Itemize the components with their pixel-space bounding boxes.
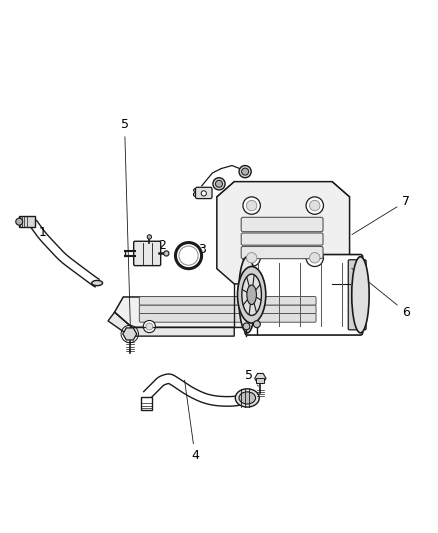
- Circle shape: [16, 218, 23, 225]
- FancyBboxPatch shape: [139, 296, 316, 305]
- Bar: [141, 397, 152, 410]
- Circle shape: [306, 249, 323, 266]
- FancyBboxPatch shape: [241, 233, 323, 245]
- Text: 5: 5: [120, 118, 131, 334]
- Circle shape: [201, 191, 206, 196]
- Text: 5: 5: [244, 369, 258, 386]
- Circle shape: [243, 197, 260, 214]
- Circle shape: [247, 253, 257, 263]
- Circle shape: [243, 249, 260, 266]
- Ellipse shape: [239, 257, 256, 333]
- FancyBboxPatch shape: [241, 217, 323, 232]
- FancyBboxPatch shape: [348, 260, 366, 330]
- Ellipse shape: [352, 257, 369, 333]
- Polygon shape: [108, 312, 234, 336]
- Ellipse shape: [237, 266, 266, 323]
- FancyBboxPatch shape: [195, 187, 212, 199]
- Text: 6: 6: [352, 268, 410, 319]
- Circle shape: [310, 200, 320, 211]
- Circle shape: [247, 200, 257, 211]
- Circle shape: [164, 251, 169, 256]
- Circle shape: [143, 320, 155, 333]
- Text: 4: 4: [184, 380, 199, 462]
- Circle shape: [179, 246, 198, 265]
- Ellipse shape: [247, 285, 256, 304]
- Circle shape: [147, 235, 152, 239]
- Ellipse shape: [239, 392, 255, 404]
- Text: 1: 1: [33, 226, 47, 239]
- Ellipse shape: [235, 389, 259, 407]
- Text: 7: 7: [352, 195, 410, 235]
- Circle shape: [146, 323, 153, 330]
- FancyBboxPatch shape: [134, 241, 161, 265]
- Ellipse shape: [92, 280, 102, 286]
- Text: 8: 8: [191, 187, 204, 200]
- Ellipse shape: [242, 274, 261, 316]
- Circle shape: [213, 177, 225, 190]
- Text: 3: 3: [192, 244, 206, 256]
- Circle shape: [242, 168, 249, 175]
- Circle shape: [239, 166, 251, 177]
- Text: 2: 2: [150, 239, 166, 252]
- FancyBboxPatch shape: [241, 246, 323, 259]
- FancyBboxPatch shape: [139, 313, 316, 322]
- Bar: [19, 216, 35, 228]
- FancyBboxPatch shape: [245, 255, 363, 335]
- FancyBboxPatch shape: [139, 305, 316, 314]
- Bar: [256, 378, 264, 383]
- Circle shape: [243, 323, 250, 330]
- Polygon shape: [217, 182, 350, 284]
- Circle shape: [176, 243, 201, 269]
- Circle shape: [253, 321, 260, 328]
- Circle shape: [310, 253, 320, 263]
- Circle shape: [306, 197, 323, 214]
- Polygon shape: [115, 297, 350, 327]
- Circle shape: [215, 180, 223, 187]
